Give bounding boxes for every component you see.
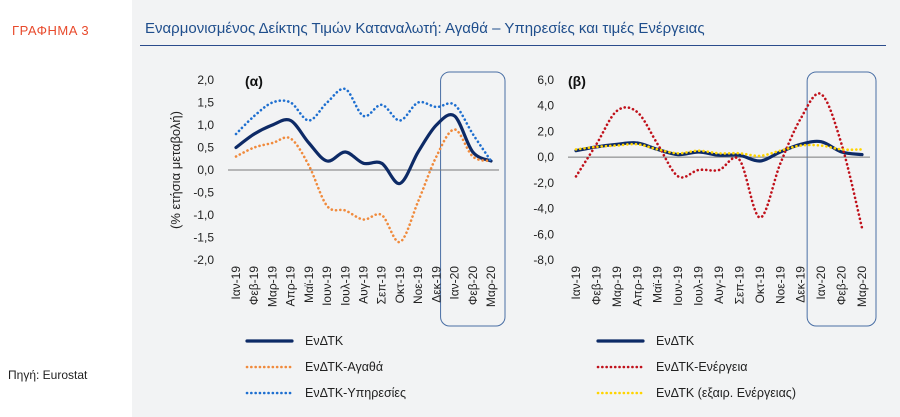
- y-tick-label: 0,0: [537, 150, 554, 164]
- x-tick-label: Δεκ-19: [429, 266, 443, 303]
- x-tick-label: Ιαν-20: [814, 266, 828, 300]
- y-tick-label: -4,0: [533, 202, 554, 216]
- series-line-3: [574, 142, 864, 158]
- x-tick-label: Φεβ-20: [835, 266, 849, 305]
- x-tick-label: Ιαν-19: [569, 266, 583, 300]
- sidebar: ΓΡΑΦΗΜΑ 3 Πηγή: Eurostat: [0, 0, 132, 417]
- y-tick-label: -1,0: [193, 208, 214, 222]
- x-tick-label: Αυγ-19: [357, 266, 371, 304]
- x-tick-label: Μαρ-19: [265, 266, 279, 307]
- y-tick-label: 6,0: [537, 73, 554, 87]
- y-tick-label: 2,0: [537, 124, 554, 138]
- legend-label-3: ΕνΔΤΚ (εξαιρ. Ενέργειας): [656, 386, 796, 400]
- x-tick-label: Αυγ-19: [712, 266, 726, 304]
- x-tick-label: Φεβ-20: [466, 266, 480, 305]
- x-tick-label: Οκτ-19: [753, 266, 767, 304]
- panel-label: (β): [568, 73, 586, 89]
- x-tick-label: Δεκ-19: [794, 266, 808, 303]
- title-divider: [140, 45, 886, 46]
- y-tick-label: 1,5: [197, 96, 214, 110]
- x-tick-label: Σεπ-19: [732, 266, 746, 305]
- x-tick-label: Απρ-19: [284, 266, 298, 307]
- series-line-1: [234, 113, 493, 186]
- x-tick-label: Οκτ-19: [393, 266, 407, 304]
- y-tick-label: -0,5: [193, 186, 214, 200]
- legend-label-2: ΕνΔΤΚ-Αγαθά: [305, 360, 383, 374]
- y-tick-label: 1,0: [197, 118, 214, 132]
- x-tick-label: Φεβ-19: [589, 266, 603, 305]
- y-tick-label: -6,0: [533, 227, 554, 241]
- x-tick-label: Φεβ-19: [247, 266, 261, 305]
- legend-label-1: ΕνΔΤΚ: [656, 334, 695, 348]
- x-tick-label: Σεπ-19: [375, 266, 389, 305]
- x-tick-label: Μαϊ-19: [651, 266, 665, 303]
- series-line-2: [574, 92, 864, 230]
- x-tick-label: Μαρ-20: [484, 266, 498, 307]
- highlight-box: [440, 71, 506, 327]
- legend-label-1: ΕνΔΤΚ: [305, 334, 344, 348]
- y-axis-label: (% ετήσια μεταβολή): [168, 111, 183, 229]
- x-tick-label: Απρ-19: [630, 266, 644, 307]
- highlight-box: [806, 71, 877, 327]
- y-tick-label: 0,5: [197, 141, 214, 155]
- series-line-1: [574, 139, 864, 163]
- chart-panel: [132, 0, 900, 417]
- source-note: Πηγή: Eurostat: [8, 368, 88, 382]
- x-tick-label: Μαϊ-19: [302, 266, 316, 303]
- x-tick-label: Ιαν-19: [229, 266, 243, 300]
- y-tick-label: -2,0: [193, 253, 214, 267]
- x-tick-label: Ιαν-20: [448, 266, 462, 300]
- y-tick-label: -2,0: [533, 176, 554, 190]
- chart-1: 2,0 1,5 1,0 0,5 0,0 -0,5 -1,0 -1,5 -2,0 (% ετήσια…: [168, 71, 506, 400]
- x-tick-label: Μαρ-20: [855, 266, 869, 307]
- x-tick-label: Ιουν-19: [671, 266, 685, 306]
- x-tick-label: Νοε-19: [773, 266, 787, 304]
- x-tick-label: Ιουν-19: [320, 266, 334, 306]
- x-tick-label: Ιουλ-19: [338, 266, 352, 306]
- page-title: Εναρμονισμένος Δείκτης Τιμών Καταναλωτή:…: [145, 20, 705, 37]
- x-tick-label: Ιουλ-19: [692, 266, 706, 306]
- series-line-3: [234, 87, 493, 163]
- x-tick-label: Μαρ-19: [610, 266, 624, 307]
- graph-label: ΓΡΑΦΗΜΑ 3: [12, 23, 90, 38]
- y-tick-label: 4,0: [537, 99, 554, 113]
- panel-label: (α): [245, 73, 263, 89]
- chart-2: 6,0 4,0 2,0 0,0 -2,0 -4,0 -6,0 -8,0 (β) Ιαν-19 Φεβ…: [533, 71, 877, 400]
- legend-label-2: ΕνΔΤΚ-Ενέργεια: [656, 360, 747, 374]
- y-tick-label: -1,5: [193, 231, 214, 245]
- series-line-2: [234, 128, 493, 244]
- x-tick-label: Νοε-19: [411, 266, 425, 304]
- legend-label-3: ΕνΔΤΚ-Υπηρεσίες: [305, 386, 406, 400]
- y-tick-label: 0,0: [197, 163, 214, 177]
- y-tick-label: 2,0: [197, 73, 214, 87]
- y-tick-label: -8,0: [533, 253, 554, 267]
